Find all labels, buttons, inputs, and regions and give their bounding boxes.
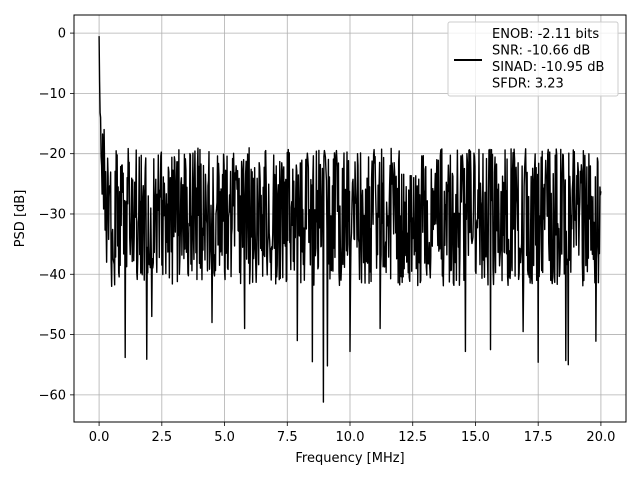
y-tick-label: −20: [39, 147, 66, 162]
legend-line: ENOB: -2.11 bits: [492, 27, 599, 42]
x-tick-label: 20.0: [586, 430, 615, 445]
y-axis: 0 −10 −20 −30 −40 −50 −60: [39, 27, 74, 403]
legend-box: [447, 21, 619, 97]
x-tick-label: 15.0: [461, 430, 490, 445]
y-tick-label: −40: [39, 268, 66, 283]
y-tick-label: −60: [39, 388, 66, 403]
y-tick-label: −30: [39, 207, 66, 222]
x-tick-label: 5.0: [214, 430, 235, 445]
x-tick-label: 7.5: [277, 430, 298, 445]
x-tick-label: 0.0: [89, 430, 110, 445]
series-line: [98, 36, 602, 403]
x-tick-label: 2.5: [151, 430, 172, 445]
series-group: [98, 36, 602, 403]
y-axis-label: PSD [dB]: [13, 190, 28, 248]
legend-line: SFDR: 3.23: [492, 77, 564, 92]
x-tick-label: 17.5: [524, 430, 553, 445]
y-tick-label: −10: [39, 87, 66, 102]
legend-line: SINAD: -10.95 dB: [492, 60, 604, 75]
x-tick-label: 10.0: [336, 430, 365, 445]
x-axis: 0.0 2.5 5.0 7.5 10.0 12.5 15.0 17.5 20.0: [89, 422, 615, 445]
y-tick-label: 0: [58, 27, 66, 42]
x-tick-label: 12.5: [398, 430, 427, 445]
y-tick-label: −50: [39, 328, 66, 343]
legend-line: SNR: -10.66 dB: [492, 44, 590, 59]
x-axis-label: Frequency [MHz]: [295, 451, 404, 466]
